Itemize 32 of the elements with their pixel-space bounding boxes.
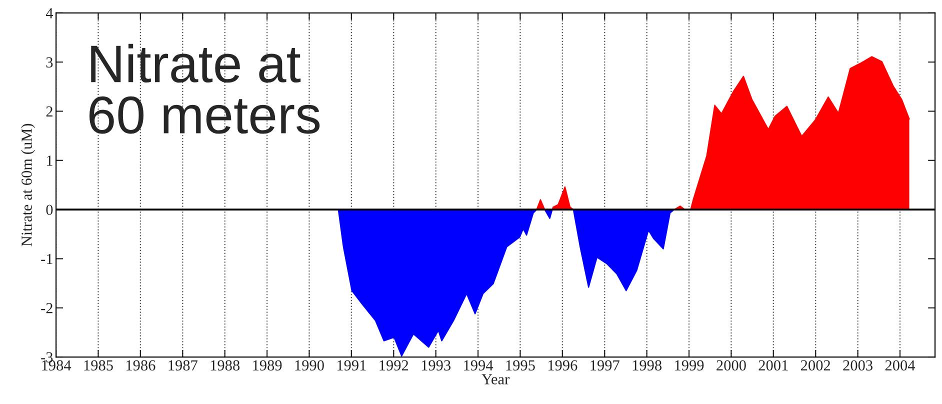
- y-axis-title: Nitrate at 60m (uM): [21, 124, 35, 246]
- x-tick-label: 1988: [210, 360, 240, 371]
- x-tick-label: 2002: [801, 360, 830, 371]
- x-tick-label: 1989: [253, 360, 282, 371]
- x-tick-label: 1992: [380, 360, 408, 371]
- y-tick-label: 3: [46, 57, 53, 68]
- text: Nitrate at 60 meters: [89, 44, 320, 134]
- x-tick-label: 1994: [464, 360, 494, 371]
- x-tick-label: 2004: [885, 360, 916, 371]
- y-tick-label: 0: [46, 204, 53, 215]
- x-axis-title: Year: [482, 374, 510, 384]
- x-tick-label: 1993: [422, 360, 451, 371]
- x-tick-label: 1996: [548, 360, 578, 371]
- x-tick-label: 1985: [84, 360, 113, 371]
- x-tick-label: 2000: [716, 360, 746, 371]
- x-tick-label: 1984: [42, 360, 72, 371]
- x-tick-label: 1990: [295, 360, 324, 371]
- x-tick-label: 1998: [632, 360, 662, 371]
- x-tick-label: 1991: [338, 360, 366, 371]
- y-tick-label: -3: [41, 352, 53, 362]
- x-tick-label: 2003: [843, 360, 872, 371]
- x-tick-label: 1999: [675, 360, 704, 371]
- y-tick-label: 2: [46, 106, 52, 117]
- x-tick-label: 1997: [590, 360, 620, 371]
- y-tick-label: -2: [41, 303, 52, 314]
- y-tick-label: -1: [41, 254, 52, 264]
- y-tick-label: 4: [46, 8, 54, 18]
- y-tick-label: 1: [46, 156, 52, 166]
- x-tick-label: 2001: [758, 360, 788, 371]
- x-tick-label: 1995: [506, 360, 535, 371]
- x-tick-label: 1987: [168, 360, 198, 371]
- x-tick-label: 1986: [126, 360, 156, 371]
